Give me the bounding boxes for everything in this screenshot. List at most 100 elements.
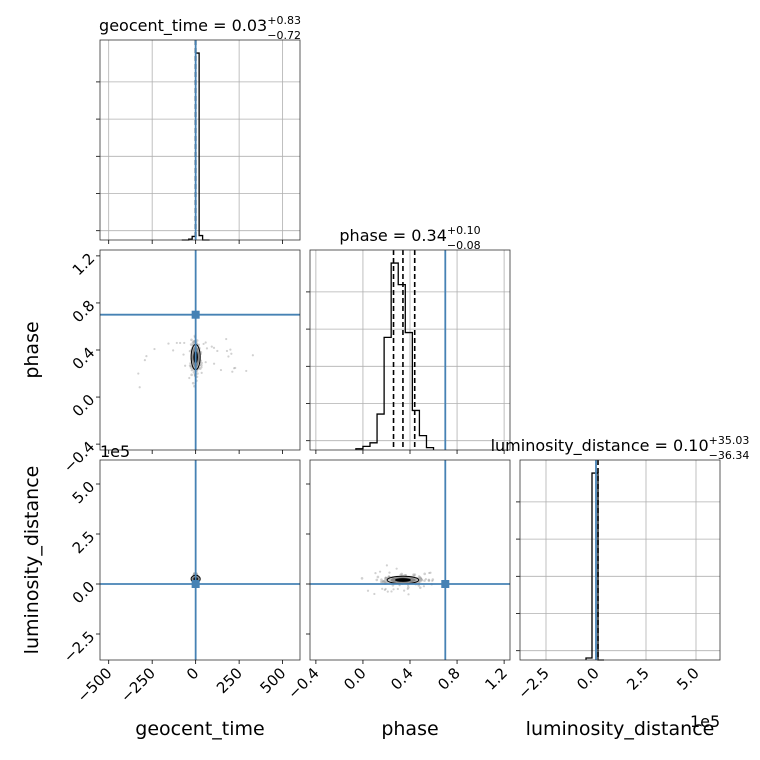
scatter-point — [225, 337, 228, 341]
panel-frame — [99, 459, 301, 661]
scatter-point — [172, 349, 175, 352]
tick-label-y-phase: 0.8 — [69, 297, 99, 327]
tick-label-x-geocent_time: 500 — [256, 664, 289, 697]
scatter-point — [390, 590, 393, 593]
density-core — [395, 578, 411, 582]
tick-label-y-luminosity_distance: 0.0 — [69, 578, 99, 608]
scatter-point — [145, 355, 148, 358]
scatter-point — [383, 588, 386, 591]
scatter-point — [190, 338, 193, 342]
scatter-point — [184, 364, 187, 367]
scatter-point — [386, 590, 389, 593]
title-sub-phase: −0.08 — [447, 239, 481, 252]
hist-panel-luminosity_distance: luminosity_distance = 0.10+35.03−36.34 — [491, 434, 750, 661]
tick-label-x-luminosity_distance: −2.5 — [514, 664, 552, 702]
scatter-point — [231, 370, 234, 373]
scatter-point — [423, 579, 426, 582]
scatter-point — [413, 573, 417, 577]
scatter-point — [210, 345, 213, 348]
scatter-point — [200, 363, 203, 367]
scatter-point — [429, 571, 432, 574]
scatter-point — [376, 575, 380, 579]
tick-label-x-geocent_time: −250 — [117, 664, 159, 706]
tick-label-x-geocent_time: −500 — [74, 664, 116, 706]
scatter-point — [230, 352, 233, 355]
panel-bg — [100, 40, 300, 240]
histogram-phase — [355, 262, 435, 450]
tick-label-x-phase: 0.8 — [434, 664, 464, 694]
scatter-point — [380, 578, 383, 581]
title-value: luminosity_distance = 0.10 — [491, 436, 709, 456]
tick-label-y-luminosity_distance: 2.5 — [69, 528, 99, 558]
scatter-point — [378, 570, 382, 573]
tick-label-x-geocent_time: 250 — [213, 664, 246, 697]
scatter-point — [373, 592, 376, 596]
scatter-point — [179, 341, 182, 345]
scatter-point — [198, 367, 202, 370]
truth-marker — [191, 580, 200, 588]
scatter-panel-phase-luminosity_distance — [306, 459, 511, 664]
panel-bg — [520, 460, 720, 660]
tick-label-y-phase: −0.4 — [60, 438, 98, 476]
scatter-panel-geocent_time-luminosity_distance — [96, 459, 301, 664]
scatter-point — [188, 350, 191, 353]
tick-label-x-phase: 0.0 — [340, 664, 370, 694]
scatter-panel-geocent_time-phase — [96, 249, 301, 454]
scatter-point — [388, 571, 391, 574]
scatter-point — [407, 586, 410, 589]
scatter-point — [379, 580, 383, 584]
scatter-point — [366, 589, 370, 592]
scatter-point — [422, 585, 426, 588]
scatter-point — [204, 361, 207, 364]
scatter-point — [196, 372, 199, 375]
axis-label-x-luminosity_distance: luminosity_distance — [526, 718, 715, 740]
scatter-point — [191, 381, 195, 385]
title-sup: +0.83 — [267, 14, 301, 27]
tick-label-x-luminosity_distance: 0.0 — [573, 664, 603, 694]
offset-text-x: 1e5 — [690, 712, 720, 731]
scatter-point — [188, 364, 192, 367]
scatter-point — [204, 341, 207, 344]
title-value: geocent_time = 0.03 — [99, 16, 267, 36]
scatter-point — [251, 354, 254, 357]
title-luminosity_distance: luminosity_distance = 0.10+35.03 — [491, 434, 750, 456]
scatter-point — [418, 586, 422, 589]
scatter-point — [192, 339, 196, 343]
scatter-point — [431, 578, 435, 581]
scatter-point — [234, 366, 237, 370]
scatter-point — [427, 579, 431, 582]
scatter-point — [195, 339, 199, 342]
scatter-point — [423, 572, 426, 576]
scatter-point — [245, 369, 248, 373]
panel-bg — [310, 460, 510, 660]
panel-bg — [100, 460, 300, 660]
truth-marker — [441, 580, 450, 588]
axis-label-y-luminosity_distance: luminosity_distance — [21, 466, 43, 655]
scatter-point — [392, 588, 395, 591]
scatter-point — [407, 593, 410, 596]
tick-label-x-luminosity_distance: 5.0 — [673, 664, 703, 694]
scatter-point — [200, 371, 203, 374]
tick-label-x-luminosity_distance: 2.5 — [623, 664, 653, 694]
scatter-point — [417, 575, 421, 578]
scatter-point — [428, 571, 431, 575]
scatter-point — [212, 362, 216, 365]
scatter-point — [200, 361, 203, 365]
title-sup: +0.10 — [447, 224, 481, 237]
scatter-point — [381, 580, 385, 584]
scatter-point — [189, 343, 193, 346]
scatter-point — [360, 577, 364, 580]
title-geocent_time: geocent_time = 0.03+0.83 — [99, 14, 301, 36]
axis-label-y-phase: phase — [21, 321, 43, 378]
truth-marker — [191, 310, 200, 319]
tick-label-x-phase: −0.4 — [284, 664, 322, 702]
tick-label-y-phase: 0.4 — [69, 344, 99, 374]
scatter-point — [403, 589, 406, 592]
scatter-point — [395, 567, 398, 570]
title-sup: +35.03 — [709, 434, 750, 447]
scatter-point — [233, 367, 236, 370]
scatter-point — [212, 346, 216, 349]
scatter-point — [138, 386, 141, 389]
tick-label-y-phase: 1.2 — [69, 250, 99, 280]
